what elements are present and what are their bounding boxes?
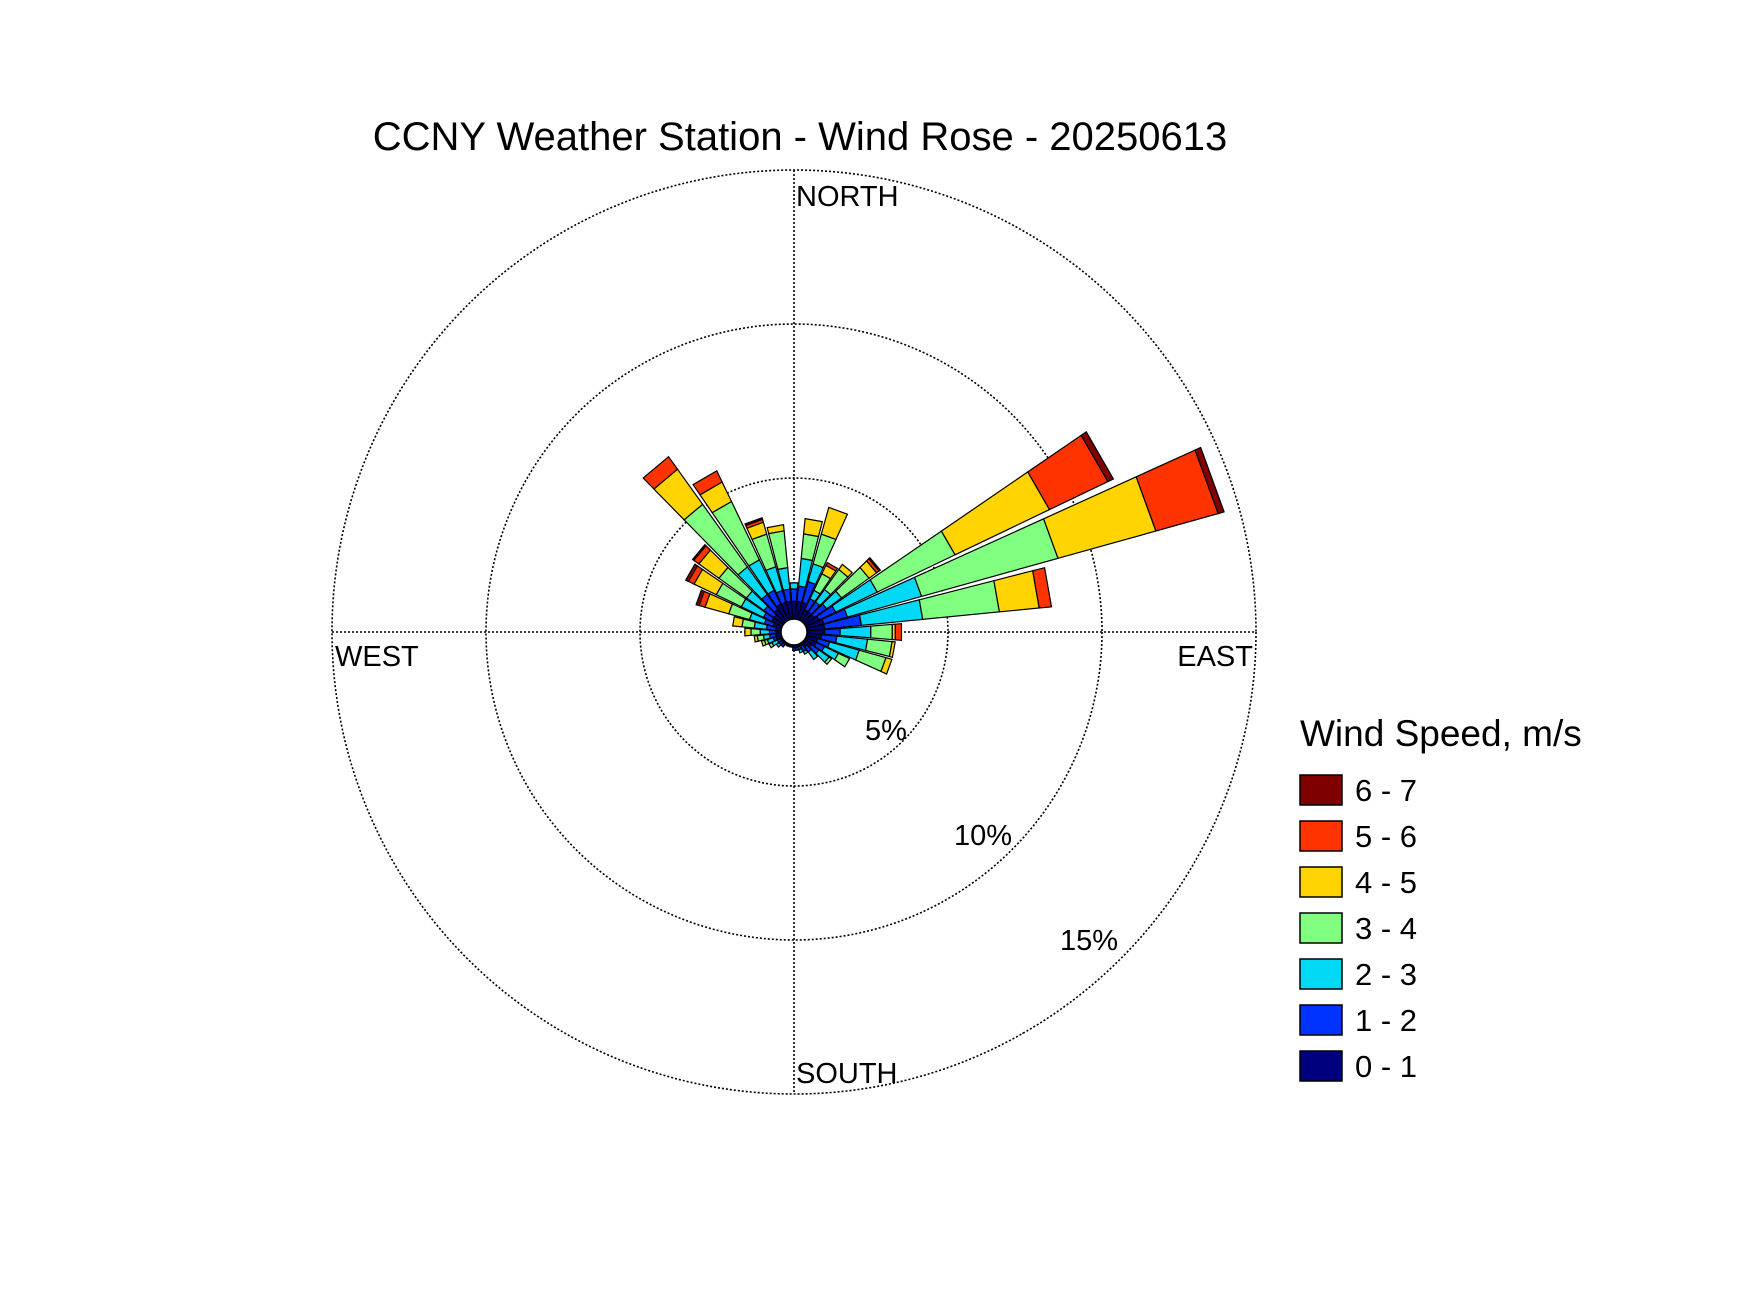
north-label: NORTH (796, 181, 899, 213)
ring-label-5: 5% (865, 715, 907, 747)
legend-swatch-2 (1299, 866, 1343, 898)
bar-segment-dir70-bin6 (1194, 446, 1225, 515)
ring-label-10: 10% (954, 820, 1012, 852)
bar-segment-dir90-bin1 (824, 627, 841, 637)
bar-segment-dir270-bin2 (759, 628, 770, 636)
ring-label-15: 15% (1060, 925, 1118, 957)
legend: Wind Speed, m/s 6 - 7 5 - 6 4 - 5 3 - 4 2 - … (1299, 713, 1582, 1084)
bar-segment-dir40-bin4 (837, 563, 854, 578)
legend-label-5: 1 - 2 (1355, 1003, 1417, 1038)
bar-segment-dir290-bin6 (695, 589, 705, 607)
legend-label-4: 2 - 3 (1355, 957, 1417, 992)
bar-segment-dir80-bin5 (1032, 566, 1053, 609)
bar-segment-dir50-bin6 (867, 556, 882, 572)
bar-segment-dir120-bin3 (833, 652, 851, 668)
bar-segment-dir90-bin3 (870, 623, 893, 641)
bar-segment-dir110-bin4 (880, 656, 893, 675)
bar-segment-dir320-bin5 (642, 455, 679, 490)
wind-bars (642, 431, 1225, 675)
bar-segment-dir350-bin4 (766, 523, 785, 535)
legend-label-0: 6 - 7 (1355, 773, 1417, 808)
bar-segment-dir80-bin4 (993, 569, 1040, 613)
legend-swatch-4 (1299, 958, 1343, 990)
south-label: SOUTH (796, 1058, 898, 1090)
bar-segment-dir100-bin4 (888, 640, 896, 659)
bar-segment-dir330-bin5 (692, 470, 723, 496)
bar-segment-dir20-bin4 (820, 506, 849, 541)
west-label: WEST (335, 641, 419, 673)
bar-segment-dir0-bin1 (790, 588, 798, 602)
bar-segment-dir270-bin3 (750, 628, 761, 636)
bar-segment-dir90-bin2 (839, 625, 872, 639)
bar-segment-dir160-bin2 (798, 648, 804, 654)
bar-segment-dir310-bin6 (691, 543, 707, 562)
bar-segment-dir30-bin5 (825, 561, 839, 572)
bar-segment-dir250-bin4 (760, 639, 767, 647)
legend-swatch-3 (1299, 912, 1343, 944)
bar-segment-dir140-bin2 (807, 648, 819, 661)
chart-title: CCNY Weather Station - Wind Rose - 20250… (373, 115, 1228, 159)
legend-swatch-6 (1299, 1050, 1343, 1082)
legend-label-3: 3 - 4 (1355, 911, 1417, 946)
bar-segment-dir150-bin2 (802, 649, 809, 656)
bar-segment-dir60-bin6 (1080, 431, 1115, 483)
bar-segment-dir130-bin3 (823, 656, 833, 666)
bar-segment-dir90-bin5 (894, 623, 903, 641)
bar-segment-dir300-bin6 (684, 563, 699, 583)
bar-segment-dir340-bin6 (744, 517, 764, 527)
legend-swatch-0 (1299, 774, 1343, 806)
bar-segment-dir280-bin4 (731, 615, 744, 628)
bar-segment-dir180-bin1 (791, 646, 797, 651)
legend-swatch-1 (1299, 820, 1343, 852)
direction-labels: NORTH EAST SOUTH WEST (335, 181, 1253, 1090)
legend-swatch-5 (1299, 1004, 1343, 1036)
ring-labels: 5% 10% 15% (865, 715, 1118, 957)
bar-segment-dir270-bin4 (744, 627, 752, 637)
legend-label-6: 0 - 1 (1355, 1049, 1417, 1084)
legend-label-2: 4 - 5 (1355, 865, 1417, 900)
legend-title: Wind Speed, m/s (1300, 713, 1582, 754)
bar-segment-dir260-bin4 (753, 634, 759, 643)
bar-segment-dir10-bin4 (802, 517, 824, 538)
legend-label-1: 5 - 6 (1355, 819, 1417, 854)
bar-segment-dir0-bin2 (789, 582, 799, 590)
center-hole (780, 618, 808, 646)
east-label: EAST (1177, 641, 1253, 673)
